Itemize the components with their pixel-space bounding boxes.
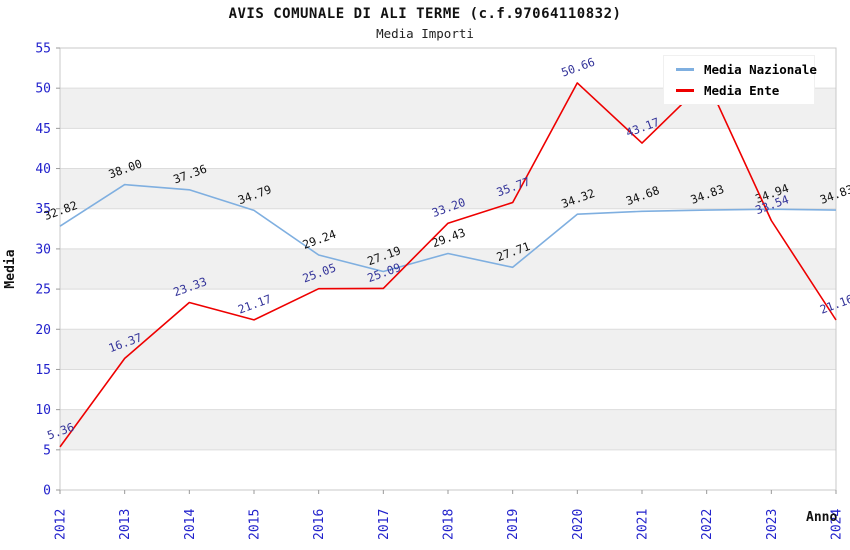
point-label: 21.16 (818, 292, 850, 317)
series-line-0 (59, 183, 837, 273)
year-label: 2022 (700, 509, 715, 540)
y-tick-label: 15 (35, 363, 51, 378)
chart-legend: Media Nazionale Media Ente (663, 55, 817, 105)
y-tick-label: 20 (35, 323, 51, 338)
year-label: 2013 (118, 509, 133, 540)
year-label: 2016 (312, 509, 327, 540)
grid-band (60, 329, 836, 370)
y-tick-label: 50 (35, 82, 51, 97)
point-label: 50.66 (559, 55, 596, 80)
year-label: 2014 (183, 509, 198, 540)
y-tick-label: 30 (35, 242, 51, 257)
y-tick-label: 55 (35, 42, 51, 57)
y-axis-title: Media (3, 249, 18, 288)
y-tick-label: 35 (35, 202, 51, 217)
legend-item-media-nazionale: Media Nazionale (676, 62, 817, 77)
legend-label: Media Nazionale (704, 62, 817, 77)
grid-band (60, 168, 836, 209)
legend-item-media-ente: Media Ente (676, 83, 814, 98)
point-label: 29.43 (430, 225, 467, 250)
y-tick-label: 5 (43, 443, 51, 458)
year-label: 2023 (765, 509, 780, 540)
year-label: 2024 (830, 509, 845, 540)
year-label: 2020 (571, 509, 586, 540)
grid-band (60, 248, 836, 290)
year-label: 2012 (54, 509, 69, 540)
y-tick-label: 40 (35, 162, 51, 177)
y-tick-label: 10 (35, 403, 51, 418)
chart-subtitle: Media Importi (376, 26, 474, 41)
legend-label: Media Ente (704, 83, 780, 98)
legend-swatch-blue (676, 68, 694, 71)
year-label: 2015 (248, 509, 263, 540)
point-label: 29.24 (301, 227, 338, 252)
year-label: 2019 (506, 509, 521, 540)
x-axis-title: Anno (806, 510, 837, 525)
chart-title: AVIS COMUNALE DI ALI TERME (c.f.97064110… (228, 6, 622, 22)
y-tick-label: 25 (35, 283, 51, 298)
y-tick-label: 0 (43, 484, 51, 499)
legend-swatch-red (676, 89, 694, 92)
grid-band (60, 409, 836, 450)
year-label: 2018 (442, 509, 457, 540)
year-label: 2021 (636, 509, 651, 540)
year-label: 2017 (377, 509, 392, 540)
y-tick-label: 45 (35, 122, 51, 137)
